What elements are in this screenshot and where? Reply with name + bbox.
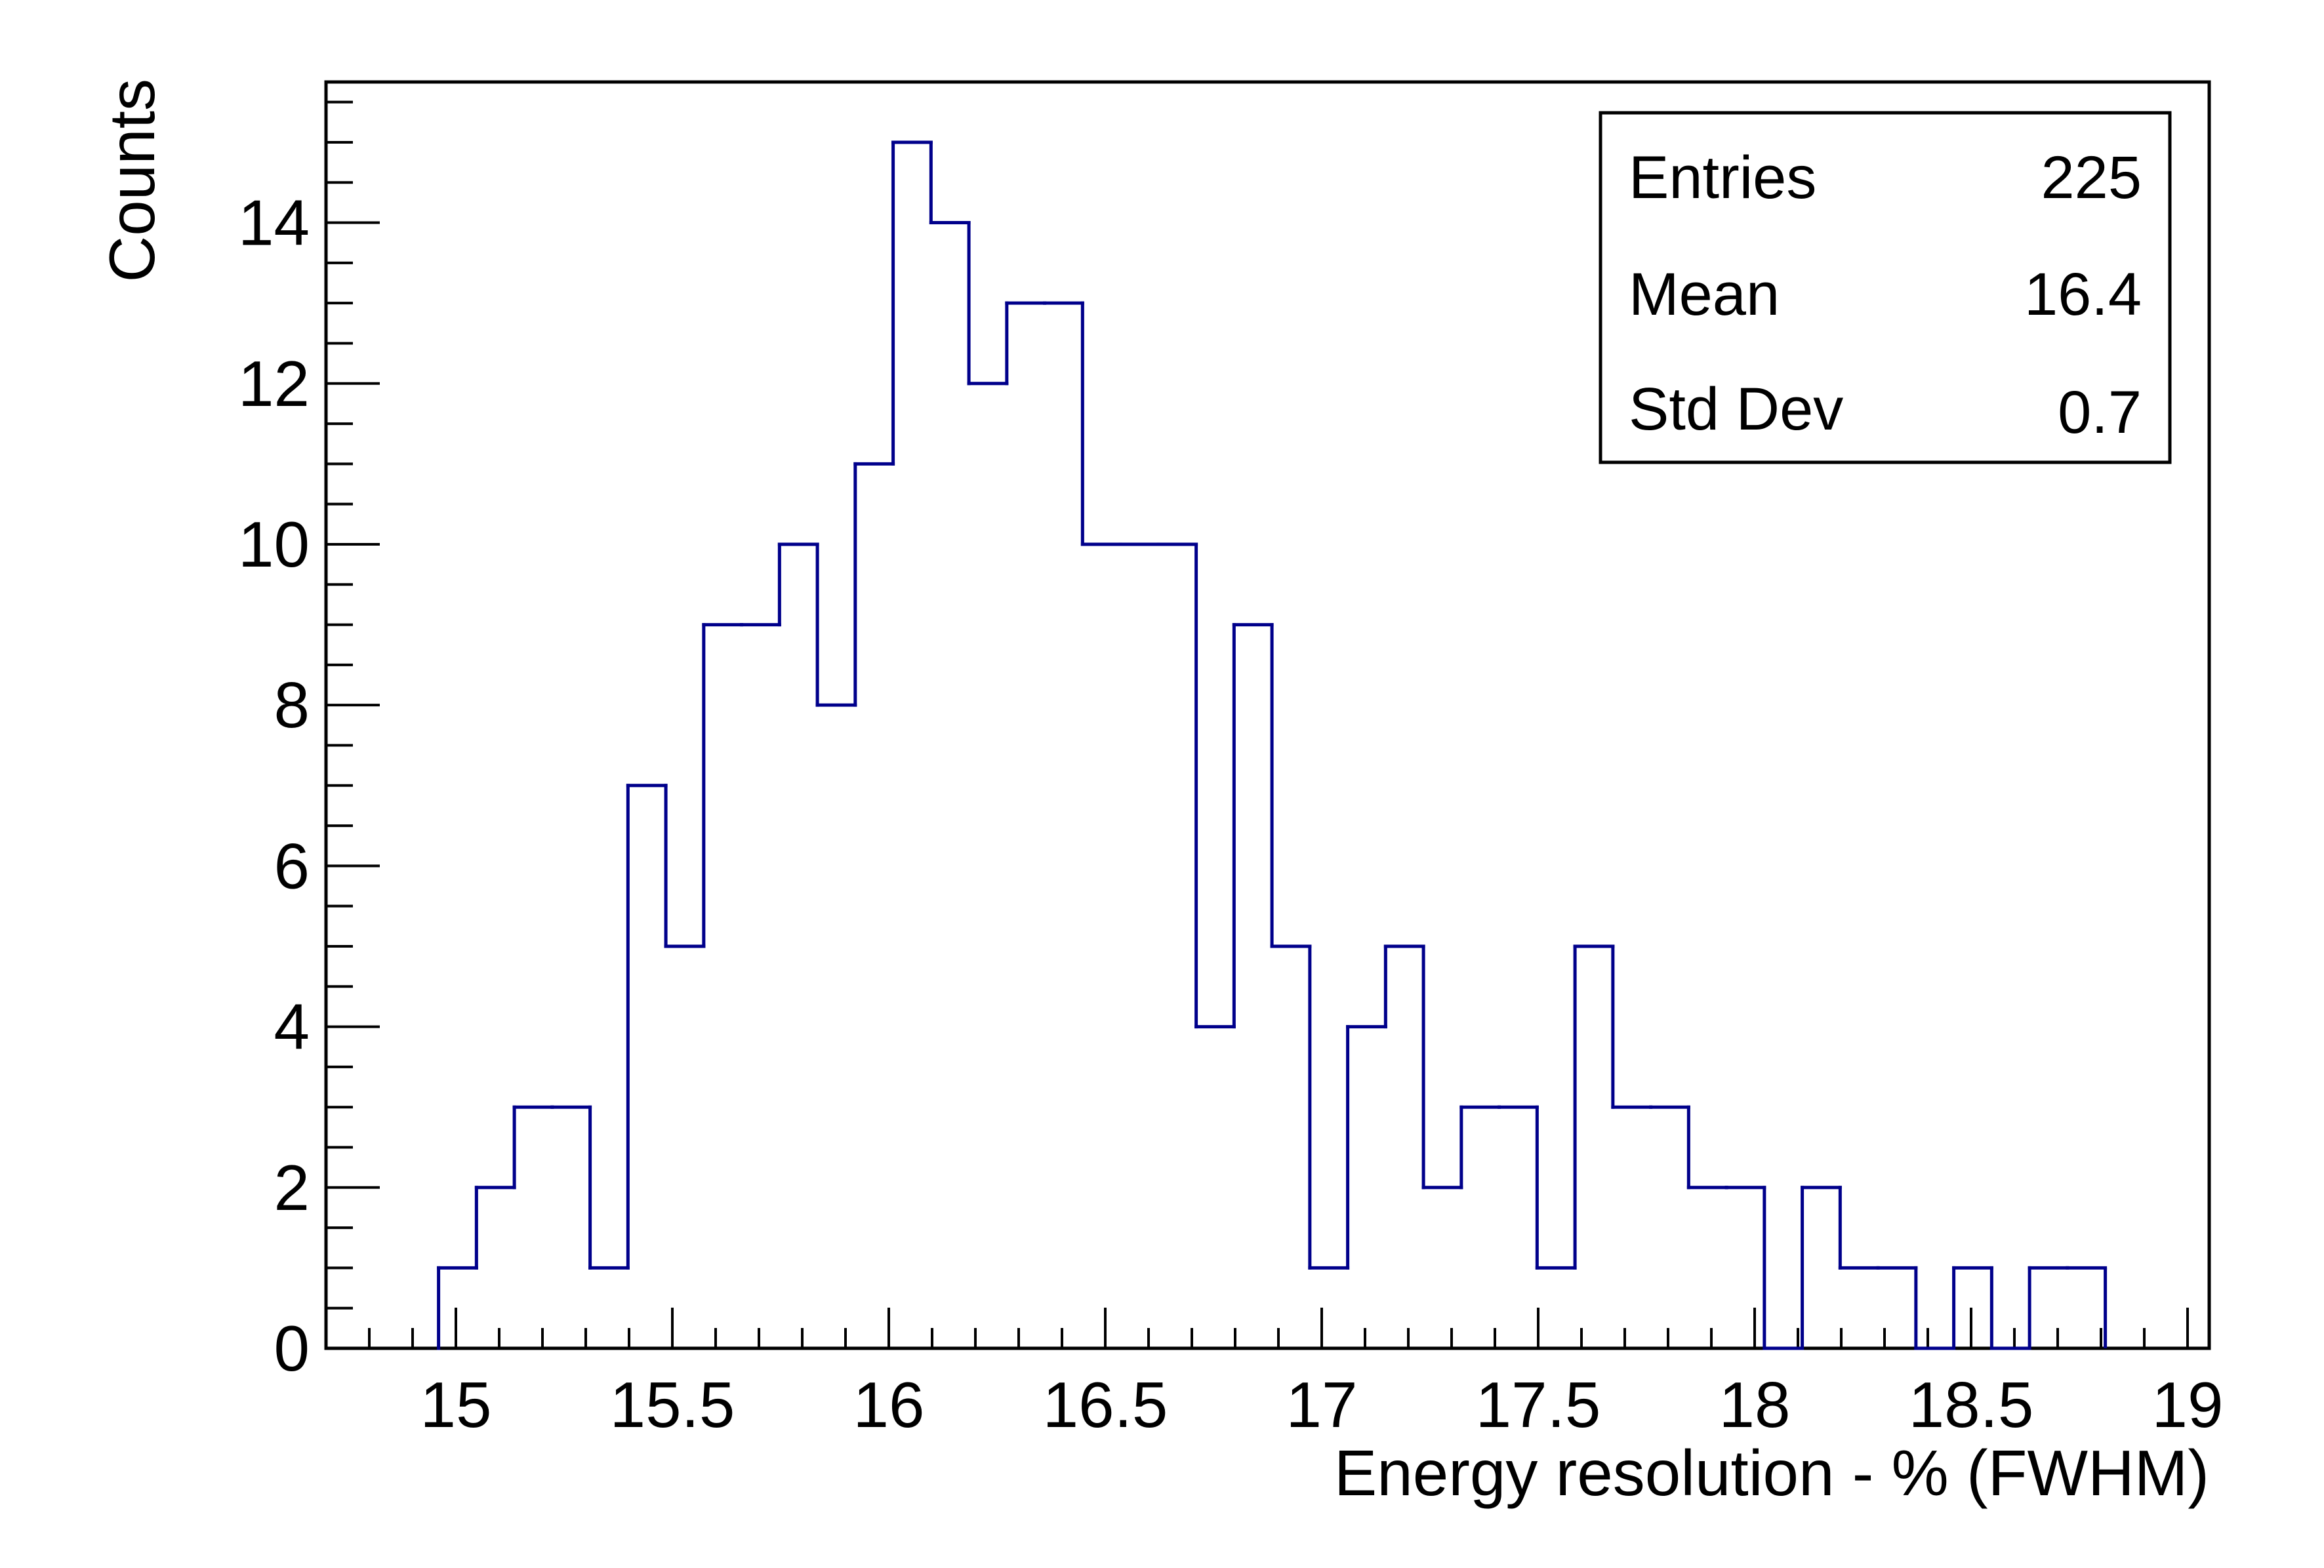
y-tick-label: 2 xyxy=(274,1152,310,1224)
x-axis-tick-labels: 15 15.5 16 16.5 17 17.5 18 18.5 19 xyxy=(420,1369,2223,1441)
y-tick-label: 8 xyxy=(274,669,310,741)
y-tick-label: 6 xyxy=(274,830,310,902)
y-tick-label: 0 xyxy=(274,1312,310,1384)
x-tick-label: 17 xyxy=(1286,1369,1357,1441)
stats-entries-label: Entries xyxy=(1629,144,1816,211)
y-tick-label: 4 xyxy=(274,991,310,1063)
x-axis-ticks xyxy=(368,1308,2189,1348)
stats-mean-label: Mean xyxy=(1629,261,1780,328)
x-tick-label: 16.5 xyxy=(1043,1369,1168,1441)
y-tick-label: 14 xyxy=(238,187,310,259)
x-tick-label: 18.5 xyxy=(1909,1369,2034,1441)
y-tick-label: 10 xyxy=(238,508,310,580)
x-tick-label: 15.5 xyxy=(610,1369,735,1441)
x-tick-label: 18 xyxy=(1719,1369,1790,1441)
y-axis-tick-labels: 0 2 4 6 8 10 12 14 xyxy=(238,187,310,1384)
stats-mean-value: 16.4 xyxy=(2024,261,2142,328)
stats-entries-value: 225 xyxy=(2041,144,2142,211)
x-tick-label: 16 xyxy=(853,1369,924,1441)
x-tick-label: 19 xyxy=(2151,1369,2223,1441)
stats-stddev-value: 0.7 xyxy=(2058,379,2142,446)
stats-stddev-label: Std Dev xyxy=(1629,376,1843,443)
x-tick-label: 17.5 xyxy=(1476,1369,1601,1441)
y-tick-label: 12 xyxy=(238,348,310,420)
y-axis-ticks xyxy=(326,100,380,1350)
histogram-bins xyxy=(437,140,2108,1350)
x-axis-label: Energy resolution - % (FWHM) xyxy=(1334,1437,2209,1509)
stats-box: Entries 225 Mean 16.4 Std Dev 0.7 xyxy=(1599,111,2172,464)
x-tick-label: 15 xyxy=(420,1369,491,1441)
stats-box-frame xyxy=(1599,111,2172,464)
y-axis-label: Counts xyxy=(96,79,168,283)
plot-frame xyxy=(324,80,2211,1350)
